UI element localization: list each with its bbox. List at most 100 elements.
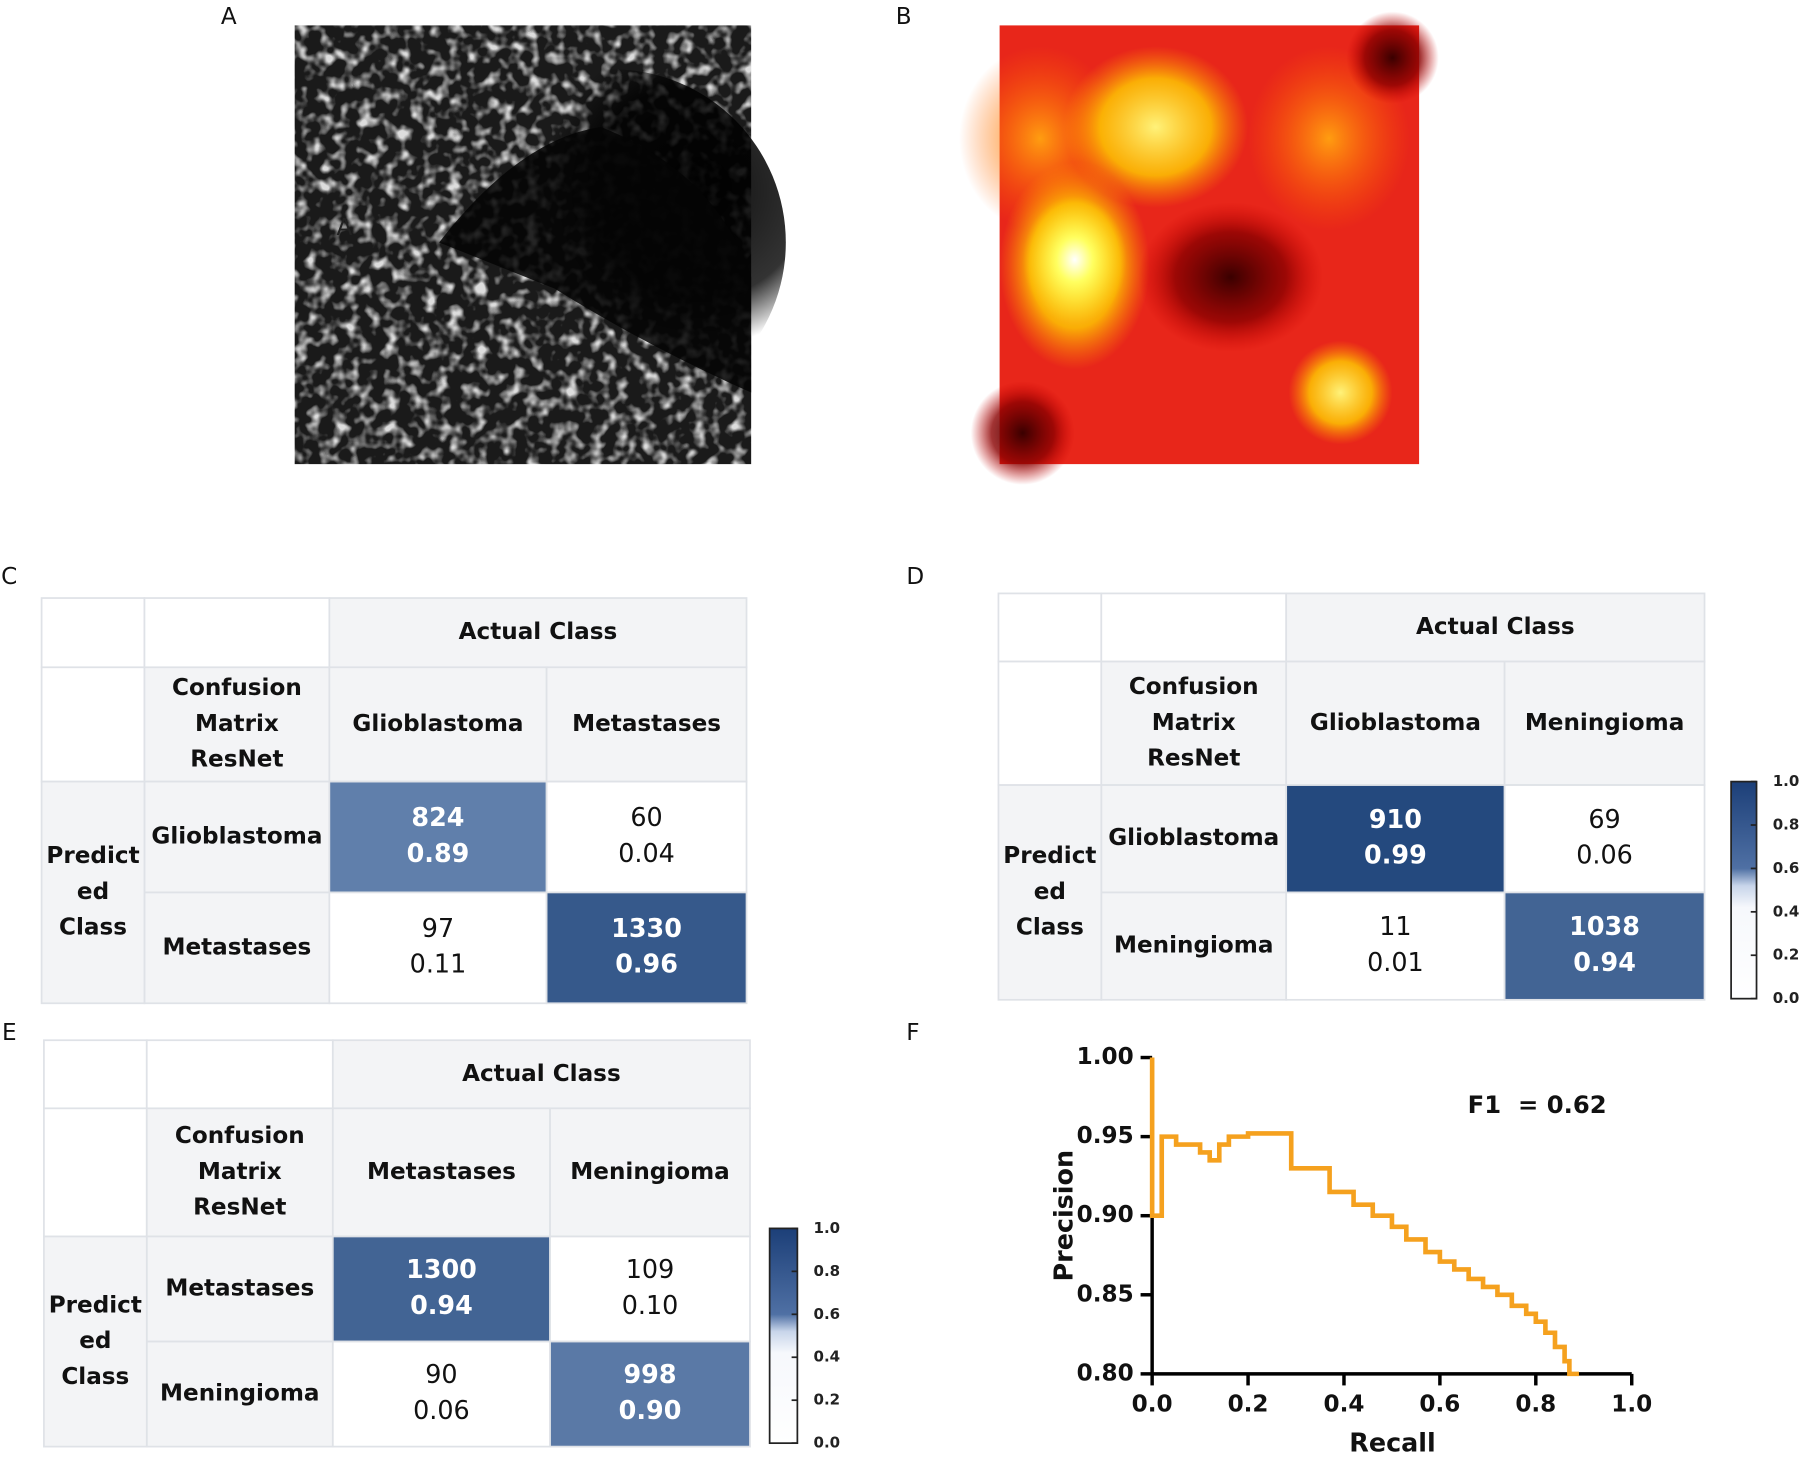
row-header: ed [79, 1328, 111, 1354]
predicted-class-label: Glioblastoma [1108, 825, 1279, 851]
table-cell [1100, 891, 1288, 1001]
colorbar-tick-label: 0.2 [1773, 946, 1800, 964]
table-cell [997, 592, 1103, 663]
matrix-cell [549, 1340, 751, 1448]
cell-value: 910 [1369, 804, 1422, 834]
y-tick-label: 0.90 [1077, 1202, 1134, 1228]
table-cell [40, 666, 146, 783]
colorbar [1730, 780, 1758, 1000]
cell-value: 1330 [611, 913, 682, 943]
matrix-cell [1503, 891, 1706, 1001]
column-header: Actual Class [462, 1061, 621, 1087]
cell-value: 0.94 [410, 1290, 473, 1320]
cell-value: 1300 [406, 1254, 477, 1284]
cell-value: 0.94 [1573, 947, 1636, 977]
table-cell [143, 666, 331, 783]
cell-value: 0.06 [413, 1395, 470, 1425]
actual-class-label: Metastases [572, 711, 721, 737]
colorbar-tick-label: 0.2 [814, 1391, 841, 1409]
matrix-cell [545, 891, 748, 1005]
cell-value: 0.06 [1576, 840, 1633, 870]
cell-value: 69 [1588, 804, 1620, 834]
matrix-cell [1503, 784, 1706, 894]
pr-line [1149, 1057, 1579, 1377]
cell-value: 60 [630, 802, 662, 832]
y-tick-label: 0.80 [1077, 1360, 1134, 1386]
table-cell [997, 660, 1103, 786]
colorbar-tick-label: 0.4 [1773, 902, 1800, 920]
pr-chart: 0.0 0.2 0.4 0.6 0.8 1.0 0.80 0.85 0.90 0.95 1.00 Re… [1048, 1044, 1652, 1457]
row-header: Predict [1003, 843, 1096, 869]
table-cell [331, 1039, 751, 1110]
corner-label: ResNet [193, 1195, 286, 1221]
colorbar-tick-label: 0.0 [1773, 989, 1800, 1007]
table-cell [1100, 592, 1288, 663]
column-header: Actual Class [459, 619, 618, 645]
cell-value: 109 [626, 1254, 675, 1284]
matrix-cell [545, 780, 748, 894]
image-overlay-label: A [336, 215, 352, 241]
cell-value: 1038 [1569, 911, 1640, 941]
colorbar-tick-label: 0.8 [814, 1262, 841, 1280]
table-cell [43, 1235, 148, 1448]
colorbar-tick-label: 0.8 [1773, 816, 1800, 834]
cell-value: 0.11 [410, 949, 467, 979]
cell-value: 11 [1379, 911, 1411, 941]
table-cell [143, 597, 331, 669]
x-tick-label: 0.4 [1324, 1392, 1365, 1418]
panel-label: F [906, 1020, 919, 1046]
predicted-class-label: Metastases [165, 1276, 314, 1302]
table-cell [145, 1039, 334, 1110]
actual-class-label: Meningioma [570, 1159, 729, 1185]
image-b [959, 11, 1439, 485]
cell-value: 998 [623, 1359, 676, 1389]
confusion-matrix: Actual Class Confusion Matrix ResNet Gliobla… [997, 592, 1800, 1007]
table-cell [997, 784, 1103, 1001]
cell-value: 0.90 [619, 1395, 682, 1425]
y-tick-label: 0.95 [1077, 1123, 1134, 1149]
corner-label: Confusion [1129, 674, 1259, 700]
table-cell [143, 891, 331, 1005]
corner-label: Confusion [172, 675, 302, 701]
predicted-class-label: Metastases [162, 934, 311, 960]
panel-label: B [896, 4, 912, 30]
table-cell [1285, 660, 1506, 786]
cell-value: 0.10 [622, 1290, 679, 1320]
cell-value: 90 [425, 1359, 457, 1389]
corner-label: Matrix [198, 1159, 282, 1185]
x-tick-label: 0.2 [1228, 1392, 1269, 1418]
table-cell [43, 1039, 148, 1110]
table-cell [549, 1107, 751, 1238]
corner-label: ResNet [190, 747, 283, 773]
table-cell [1100, 660, 1288, 786]
x-axis-label: Recall [1349, 1427, 1435, 1457]
table-cell [145, 1235, 334, 1343]
actual-class-label: Metastases [367, 1159, 516, 1185]
table-cell [1100, 784, 1288, 894]
row-header: Predict [49, 1292, 142, 1318]
x-tick-label: 1.0 [1611, 1392, 1652, 1418]
panel-label: D [906, 564, 924, 590]
actual-class-label: Glioblastoma [1310, 710, 1481, 736]
matrix-cell [328, 891, 548, 1005]
actual-class-label: Meningioma [1525, 710, 1684, 736]
table-cell [43, 1107, 148, 1238]
predicted-class-label: Meningioma [160, 1381, 319, 1407]
cell-value: 0.96 [615, 949, 678, 979]
colorbar-tick-label: 1.0 [1773, 772, 1800, 790]
y-tick-label: 1.00 [1077, 1044, 1134, 1070]
colorbar-tick-label: 0.0 [814, 1434, 841, 1452]
matrix-cell [1285, 891, 1506, 1001]
matrix-cell [1285, 784, 1506, 894]
table-cell [40, 780, 146, 1005]
colorbar-tick-label: 0.4 [814, 1348, 841, 1366]
annotation: F1 = 0.62 [1468, 1090, 1607, 1119]
row-header: ed [1034, 879, 1066, 905]
x-tick-label: 0.0 [1132, 1392, 1173, 1418]
cell-value: 824 [411, 802, 464, 832]
x-tick-label: 0.6 [1419, 1392, 1460, 1418]
image-a [294, 25, 786, 465]
row-header: ed [77, 879, 109, 905]
x-tick-label: 0.8 [1515, 1392, 1556, 1418]
